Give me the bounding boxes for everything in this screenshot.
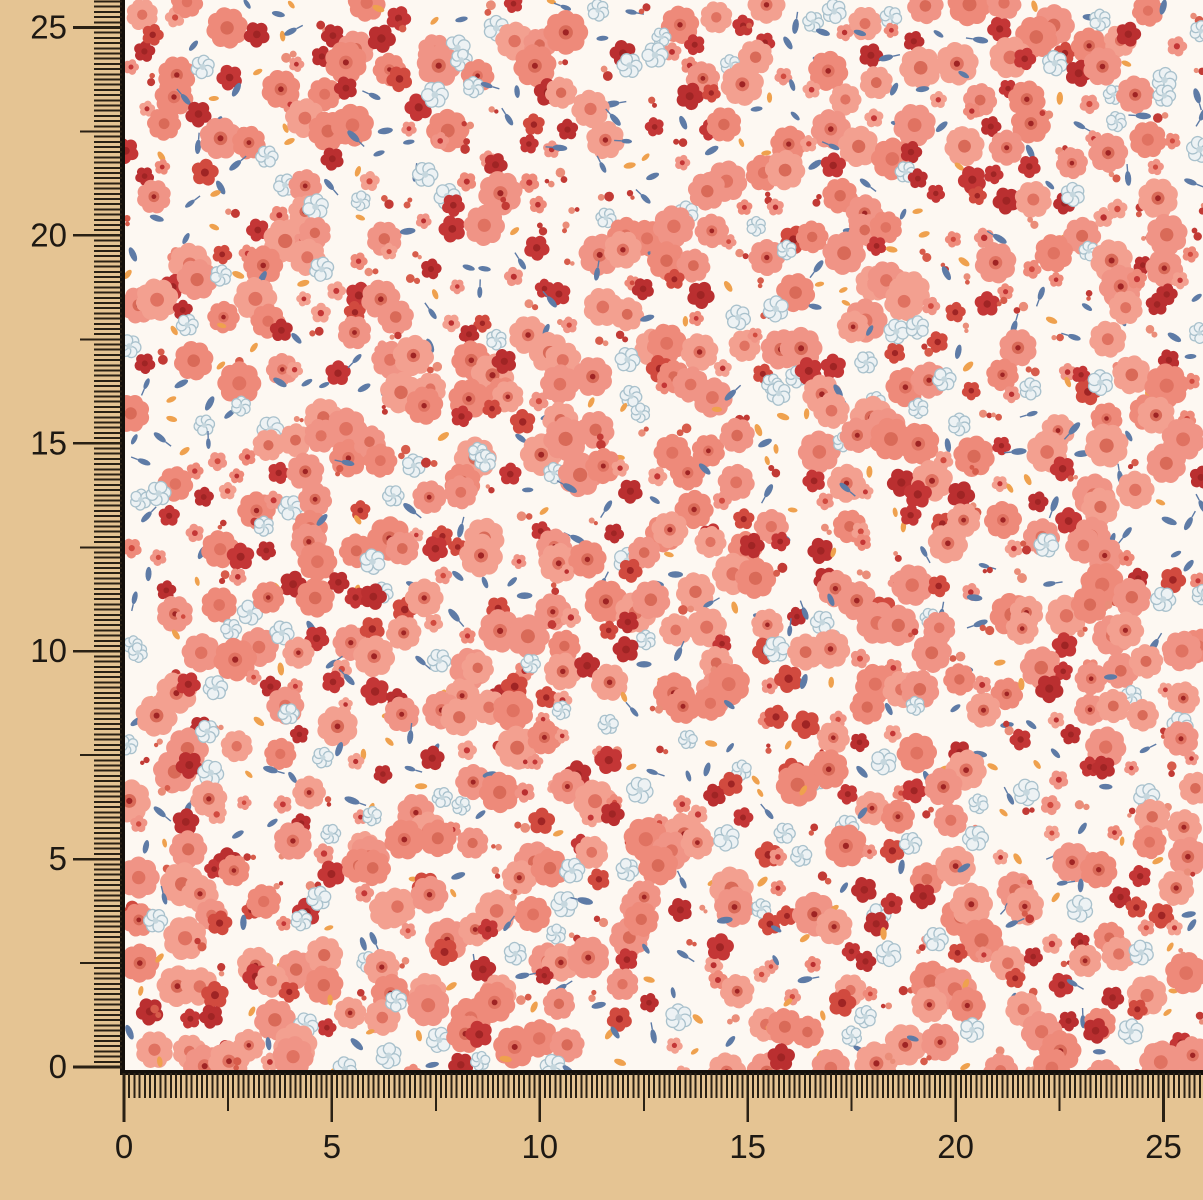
- ruler-label: 0: [49, 1048, 67, 1085]
- bottom-ruler-labels: 0 5 10 15 20 25: [115, 1128, 1182, 1165]
- fabric-swatch: [120, 0, 1203, 1075]
- ruler-label: 20: [30, 216, 67, 253]
- left-ruler-labels: 25 20 15 10 5 0: [30, 9, 67, 1086]
- ruler-label: 10: [30, 632, 67, 669]
- ruler-label: 0: [115, 1128, 133, 1165]
- ruler-label: 20: [937, 1128, 974, 1165]
- ruler-label: 25: [1145, 1128, 1182, 1165]
- left-ruler-ticks: [73, 0, 122, 1069]
- ruler-label: 15: [30, 424, 67, 461]
- ruler-label: 25: [30, 9, 67, 46]
- ruler-label: 5: [323, 1128, 341, 1165]
- ruler-label: 15: [729, 1128, 766, 1165]
- ruler-label: 5: [49, 840, 67, 877]
- ruler-label: 10: [521, 1128, 558, 1165]
- floral-print-pattern: [125, 0, 1203, 1070]
- bottom-ruler-ticks: [122, 1073, 1201, 1122]
